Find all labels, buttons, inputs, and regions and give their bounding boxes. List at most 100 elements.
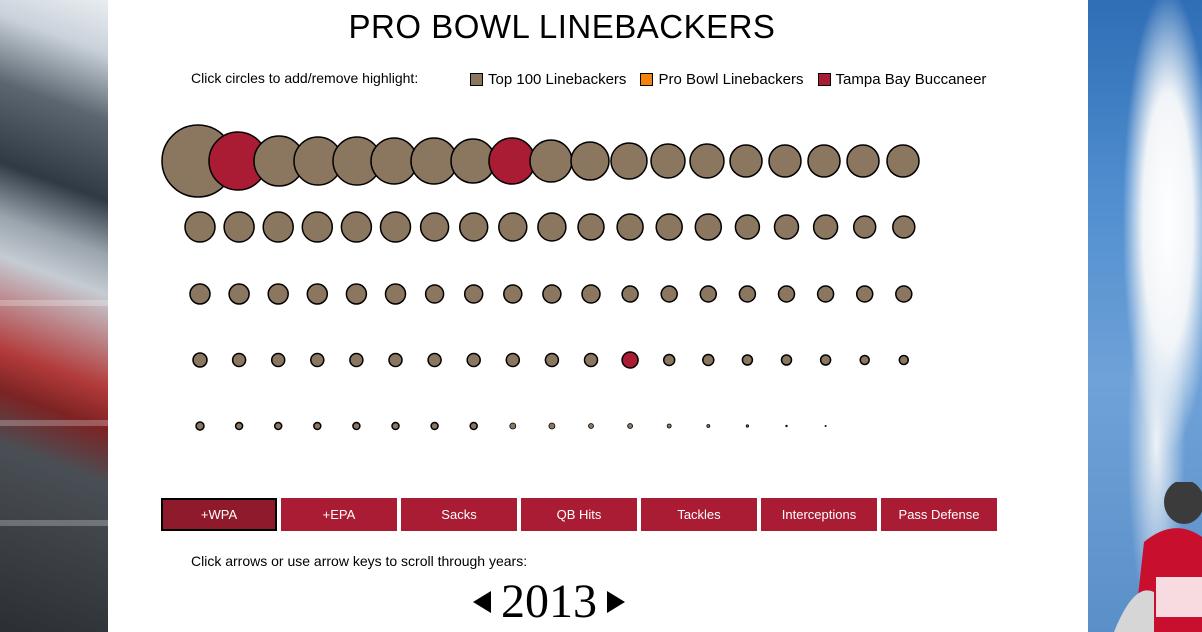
player-bubble[interactable] <box>819 354 832 366</box>
player-bubble[interactable] <box>581 284 601 304</box>
player-bubble[interactable] <box>616 213 644 241</box>
tab-tackles[interactable]: Tackles <box>641 498 757 531</box>
tab-sacks[interactable]: Sacks <box>401 498 517 531</box>
player-bubble[interactable] <box>488 137 536 185</box>
sky-background-right <box>1088 0 1202 632</box>
player-bubble[interactable] <box>689 143 725 179</box>
player-bubble[interactable] <box>195 421 205 431</box>
player-bubble[interactable] <box>610 142 648 180</box>
player-bubble[interactable] <box>544 352 560 368</box>
player-bubble[interactable] <box>537 212 567 242</box>
player-bubble[interactable] <box>419 212 450 242</box>
player-bubble[interactable] <box>262 211 294 243</box>
player-bubble[interactable] <box>655 213 683 241</box>
player-bubble[interactable] <box>498 212 528 242</box>
player-bubble[interactable] <box>234 421 244 431</box>
player-bubble[interactable] <box>427 352 442 368</box>
player-bubble[interactable] <box>223 211 255 243</box>
player-bubble[interactable] <box>430 421 439 431</box>
player-bubble[interactable] <box>824 424 827 427</box>
player-bubble[interactable] <box>313 421 322 431</box>
player-bubble[interactable] <box>469 421 478 431</box>
player-bubble[interactable] <box>734 214 761 240</box>
player-bubble[interactable] <box>812 214 839 240</box>
player-bubble[interactable] <box>738 285 757 303</box>
tab-pass-defense[interactable]: Pass Defense <box>881 498 997 531</box>
player-bubble[interactable] <box>570 141 610 181</box>
player-bubble[interactable] <box>466 352 481 368</box>
player-bubble[interactable] <box>660 285 678 303</box>
player-bubble[interactable] <box>340 211 373 243</box>
player-bubble[interactable] <box>583 352 599 368</box>
player-bubble[interactable] <box>509 422 517 430</box>
tab-interceptions[interactable]: Interceptions <box>761 498 877 531</box>
player-bubble[interactable] <box>741 354 754 366</box>
player-bubble[interactable] <box>706 424 711 428</box>
player-bubble[interactable] <box>577 213 605 241</box>
player-bubble[interactable] <box>859 354 870 366</box>
tab-epa[interactable]: +EPA <box>281 498 397 531</box>
player-bubble[interactable] <box>807 144 841 178</box>
player-bubble[interactable] <box>855 285 874 303</box>
player-bubble[interactable] <box>650 143 686 179</box>
player-bubble[interactable] <box>702 353 715 367</box>
player-bubble[interactable] <box>852 215 877 239</box>
player-bubble[interactable] <box>310 352 325 368</box>
player-bubble[interactable] <box>846 144 880 178</box>
player-bubble[interactable] <box>391 421 400 431</box>
player-bubble[interactable] <box>898 354 910 366</box>
player-bubble[interactable] <box>192 352 208 368</box>
player-bubble[interactable] <box>228 283 250 305</box>
player-bubble[interactable] <box>816 285 835 303</box>
player-bubble[interactable] <box>548 422 556 430</box>
player-bubble[interactable] <box>621 285 639 303</box>
player-bubble[interactable] <box>349 352 364 368</box>
legend-pro-bowl[interactable]: Pro Bowl Linebackers <box>640 71 804 88</box>
player-bubble[interactable] <box>458 212 489 242</box>
legend-buccaneer[interactable]: Tampa Bay Buccaneer <box>817 71 986 88</box>
player-bubble[interactable] <box>785 424 788 428</box>
player-bubble[interactable] <box>777 285 796 303</box>
player-bubble[interactable] <box>379 211 412 243</box>
player-bubble[interactable] <box>189 283 211 305</box>
player-bubble[interactable] <box>780 354 793 366</box>
player-bubble[interactable] <box>270 352 286 368</box>
legend-top100[interactable]: Top 100 Linebackers <box>470 71 626 88</box>
player-bubble[interactable] <box>505 352 521 368</box>
player-bubble[interactable] <box>503 284 523 304</box>
player-bubble[interactable] <box>184 211 216 243</box>
player-bubble[interactable] <box>768 144 802 178</box>
player-bubble[interactable] <box>370 137 418 185</box>
player-bubble[interactable] <box>542 284 562 304</box>
player-bubble[interactable] <box>352 421 361 431</box>
player-bubble[interactable] <box>666 423 672 429</box>
previous-year-arrow-icon[interactable] <box>473 591 491 613</box>
player-bubble[interactable] <box>773 214 800 240</box>
player-bubble[interactable] <box>588 423 594 429</box>
player-bubble[interactable] <box>231 352 247 368</box>
player-bubble[interactable] <box>886 144 920 178</box>
player-bubble[interactable] <box>301 211 334 243</box>
player-bubble[interactable] <box>895 285 913 303</box>
player-bubble[interactable] <box>529 139 573 183</box>
player-bubble[interactable] <box>621 351 639 369</box>
player-bubble[interactable] <box>463 284 484 304</box>
tab-qb-hits[interactable]: QB Hits <box>521 498 637 531</box>
player-bubble[interactable] <box>694 213 723 241</box>
player-bubble[interactable] <box>306 283 329 305</box>
player-bubble[interactable] <box>892 215 916 239</box>
player-bubble[interactable] <box>627 423 633 429</box>
player-bubble[interactable] <box>273 421 283 431</box>
player-bubble[interactable] <box>388 352 403 368</box>
next-year-arrow-icon[interactable] <box>607 591 625 613</box>
player-bubble[interactable] <box>729 144 763 178</box>
player-bubble[interactable] <box>384 283 407 305</box>
player-bubble[interactable] <box>699 285 718 303</box>
player-bubble[interactable] <box>745 424 750 428</box>
tab-wpa[interactable]: +WPA <box>161 498 277 531</box>
player-bubble[interactable] <box>424 284 445 304</box>
player-bubble[interactable] <box>410 137 458 185</box>
player-bubble[interactable] <box>662 353 676 367</box>
player-bubble[interactable] <box>267 283 289 305</box>
player-bubble[interactable] <box>345 283 368 305</box>
